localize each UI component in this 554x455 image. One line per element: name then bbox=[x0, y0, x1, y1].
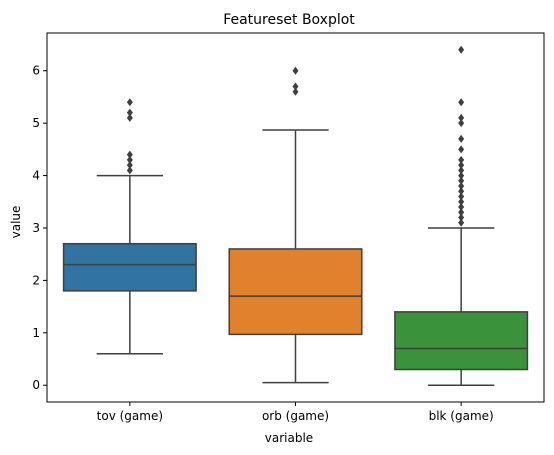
outlier-point bbox=[458, 166, 465, 175]
chart-title: Featureset Boxplot bbox=[223, 12, 355, 28]
outlier-point bbox=[292, 82, 299, 91]
outlier-point bbox=[458, 171, 465, 180]
outlier-point bbox=[458, 213, 465, 222]
outlier-point bbox=[126, 108, 133, 117]
outlier-point bbox=[458, 218, 465, 227]
outlier-point bbox=[458, 134, 465, 143]
outlier-point bbox=[458, 145, 465, 154]
outlier-point bbox=[458, 155, 465, 164]
outlier-point bbox=[458, 119, 465, 128]
x-tick-label: blk (game) bbox=[429, 409, 494, 423]
outlier-point bbox=[458, 182, 465, 191]
outlier-point bbox=[458, 208, 465, 217]
x-tick-label: tov (game) bbox=[97, 409, 163, 423]
axis-ticks: 0 1 2 3 4 5 6 tov (game) orb (game) blk (game) bbox=[32, 64, 493, 423]
outlier-point bbox=[458, 192, 465, 201]
iqr-box bbox=[394, 311, 529, 371]
iqr-box bbox=[228, 248, 363, 336]
y-tick-label: 0 bbox=[32, 378, 40, 392]
outlier-point bbox=[458, 113, 465, 122]
outlier-point bbox=[458, 98, 465, 107]
box-group bbox=[62, 45, 529, 386]
outlier-point bbox=[126, 98, 133, 107]
box-2 bbox=[228, 66, 363, 384]
outlier-point bbox=[458, 176, 465, 185]
y-tick-label: 2 bbox=[32, 273, 40, 287]
x-tick-label: orb (game) bbox=[262, 409, 329, 423]
iqr-box bbox=[62, 242, 197, 292]
outlier-point bbox=[292, 66, 299, 75]
outlier-point bbox=[292, 87, 299, 96]
outlier-point bbox=[458, 197, 465, 206]
plot-frame bbox=[46, 32, 545, 403]
y-axis-label: value bbox=[9, 206, 23, 239]
y-tick-label: 1 bbox=[32, 326, 40, 340]
x-axis-label: variable bbox=[265, 431, 313, 445]
outlier-point bbox=[458, 45, 465, 54]
outlier-point bbox=[126, 155, 133, 164]
outlier-point bbox=[458, 203, 465, 212]
y-tick-label: 6 bbox=[32, 64, 40, 78]
outlier-point bbox=[126, 113, 133, 122]
outlier-point bbox=[458, 161, 465, 170]
outlier-point bbox=[126, 161, 133, 170]
outlier-point bbox=[126, 166, 133, 175]
y-tick-label: 4 bbox=[32, 169, 40, 183]
box-1 bbox=[62, 98, 197, 355]
y-tick-label: 5 bbox=[32, 116, 40, 130]
box-3 bbox=[394, 45, 529, 386]
y-tick-label: 3 bbox=[32, 221, 40, 235]
outlier-point bbox=[458, 187, 465, 196]
outlier-point bbox=[126, 150, 133, 159]
